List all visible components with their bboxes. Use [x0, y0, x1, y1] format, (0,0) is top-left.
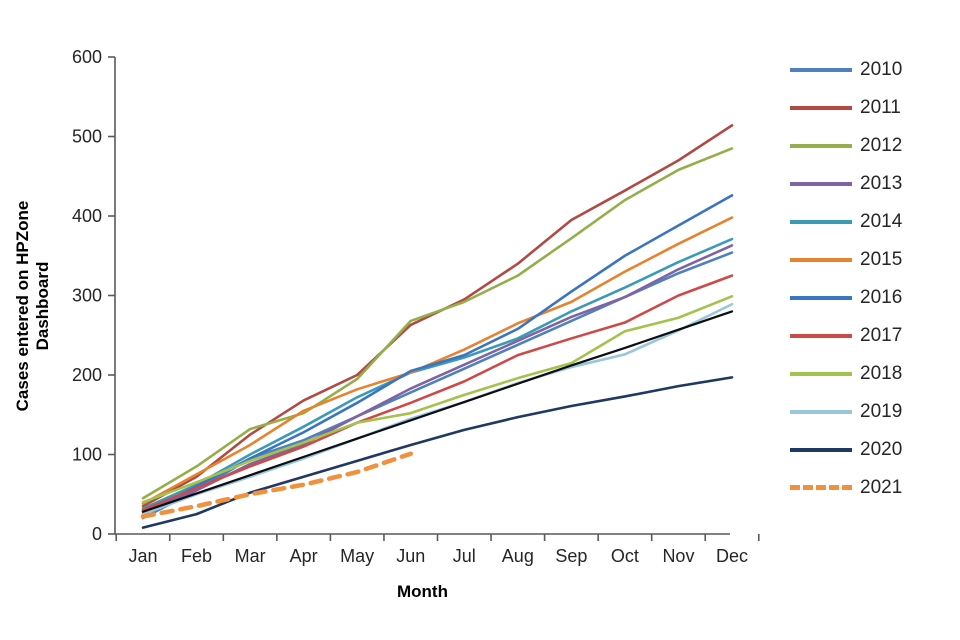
legend-swatch-2014	[790, 219, 852, 224]
legend-label: 2017	[860, 325, 903, 346]
series-line-2012	[141, 147, 734, 500]
chart-legend: 2010 2011 2012 2013 2014 2015 2016 2017 2018 2019…	[790, 56, 955, 512]
legend-item-2011: 2011	[790, 94, 955, 121]
legend-item-2017: 2017	[790, 322, 955, 349]
legend-swatch-2010	[790, 67, 852, 72]
legend-item-2010: 2010	[790, 56, 955, 83]
legend-swatch-2015	[790, 257, 852, 262]
legend-label: 2013	[860, 173, 903, 194]
x-axis-tick-label: May	[340, 546, 374, 566]
x-axis-tick-label: Jun	[396, 546, 425, 566]
legend-swatch-2013	[790, 181, 852, 186]
x-axis-tick-label: Mar	[235, 546, 266, 566]
series-line-2013	[141, 244, 734, 514]
legend-label: 2012	[860, 135, 903, 156]
legend-item-2016: 2016	[790, 284, 955, 311]
series-line-2010	[141, 251, 734, 520]
y-axis-tick-label: 500	[72, 127, 102, 147]
series-line-2014	[141, 237, 734, 510]
y-axis-tick-label: 0	[92, 524, 102, 544]
y-axis-tick-label: 600	[72, 47, 102, 67]
x-axis-tick-label: Feb	[181, 546, 212, 566]
series-line-2018	[141, 294, 734, 504]
x-axis-title: Month	[397, 582, 448, 601]
legend-label: 2016	[860, 287, 903, 308]
y-axis-tick-label: 100	[72, 445, 102, 465]
legend-item-2015: 2015	[790, 246, 955, 273]
legend-label: 2014	[860, 211, 903, 232]
legend-item-2018: 2018	[790, 360, 955, 387]
legend-label: 2020	[860, 439, 903, 460]
legend-swatch-2021	[790, 485, 852, 490]
x-axis-tick-label: Aug	[502, 546, 534, 566]
legend-swatch-2018	[790, 371, 852, 376]
legend-item-2012: 2012	[790, 132, 955, 159]
x-axis-tick-label: Dec	[716, 546, 748, 566]
legend-item-2019: 2019	[790, 398, 955, 425]
legend-item-2021: 2021	[790, 474, 955, 501]
series-line-2015	[141, 216, 734, 506]
x-axis-tick-label: Sep	[555, 546, 587, 566]
legend-label: 2011	[860, 97, 901, 118]
x-axis-tick-label: Jan	[128, 546, 157, 566]
y-axis-tick-label: 200	[72, 365, 102, 385]
legend-swatch-2016	[790, 295, 852, 300]
y-axis-tick-label: 400	[72, 206, 102, 226]
legend-item-2014: 2014	[790, 208, 955, 235]
legend-swatch-2012	[790, 143, 852, 148]
legend-label: 2010	[860, 59, 903, 80]
legend-swatch-2017	[790, 333, 852, 338]
series-line-2020	[141, 376, 734, 529]
x-axis-tick-label: Jul	[453, 546, 476, 566]
series-line-reference-trend-line	[141, 310, 734, 513]
legend-label: 2019	[860, 401, 903, 422]
legend-swatch-2020	[790, 447, 852, 452]
series-line-2017	[141, 274, 734, 512]
legend-item-2013: 2013	[790, 170, 955, 197]
y-axis-tick-label: 300	[72, 286, 102, 306]
series-line-2021	[140, 451, 413, 519]
legend-swatch-2011	[790, 105, 852, 110]
series-line-2011	[141, 124, 734, 508]
x-axis-tick-label: Apr	[290, 546, 318, 566]
y-axis-title: Cases entered on HPZone Dashboard	[13, 200, 52, 412]
legend-label: 2015	[860, 249, 903, 270]
legend-swatch-2019	[790, 409, 852, 414]
x-axis-tick-label: Nov	[662, 546, 694, 566]
legend-label: 2021	[860, 477, 903, 498]
legend-item-2020: 2020	[790, 436, 955, 463]
legend-label: 2018	[860, 363, 903, 384]
x-axis-tick-label: Oct	[611, 546, 639, 566]
